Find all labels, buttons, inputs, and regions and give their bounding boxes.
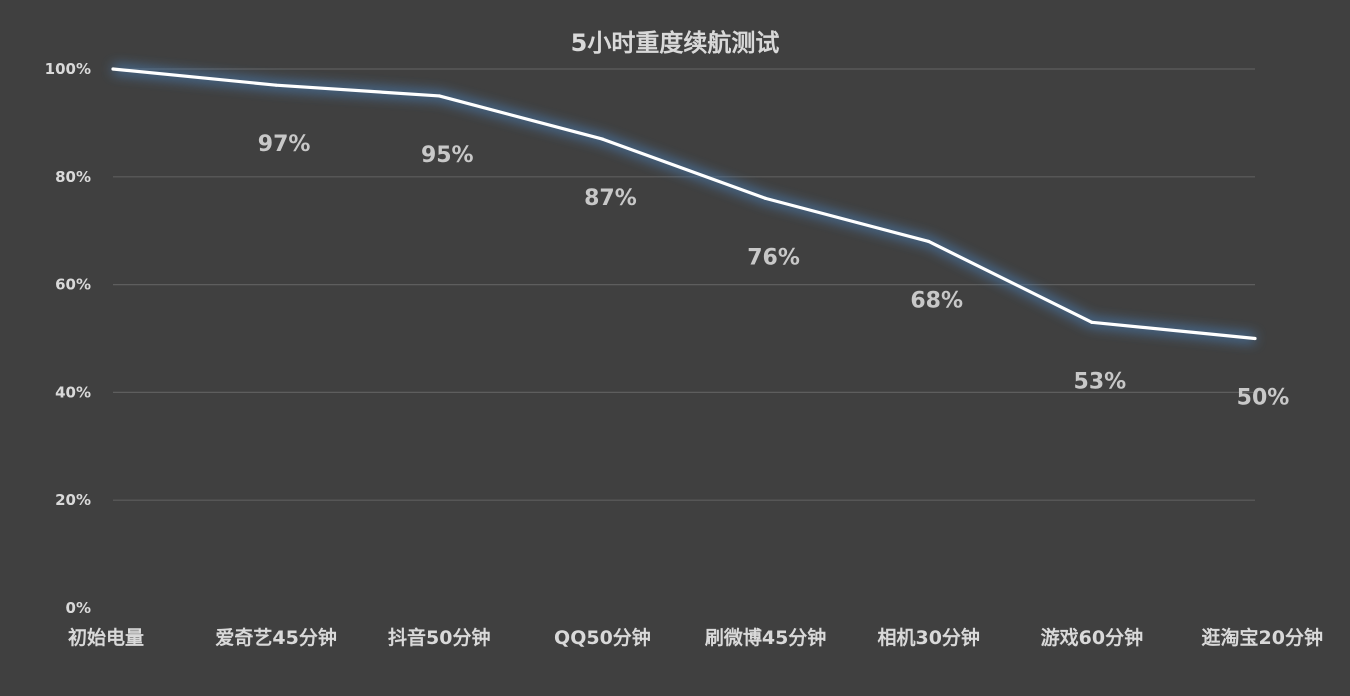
- gridlines: [113, 68, 1255, 501]
- y-axis-ticks: 0% 20% 40% 60% 80% 100%: [45, 60, 91, 617]
- data-point: [437, 94, 441, 98]
- data-label: 87%: [584, 186, 637, 211]
- x-axis-ticks: 初始电量 爱奇艺45分钟 抖音50分钟 QQ50分钟 刷微博45分钟 相机30分钟 游戏60…: [68, 626, 1323, 649]
- data-labels: 97% 95% 87% 76% 68% 53% 50%: [258, 132, 1290, 410]
- data-label: 76%: [747, 245, 800, 270]
- data-point: [763, 196, 768, 200]
- y-tick-label: 60%: [55, 276, 91, 294]
- x-tick-label: 刷微博45分钟: [705, 626, 826, 649]
- data-point: [927, 239, 931, 244]
- data-label: 50%: [1237, 386, 1290, 411]
- data-point: [111, 67, 115, 71]
- series-line-glow: [112, 64, 1256, 343]
- y-tick-label: 0%: [66, 599, 91, 617]
- data-label: 95%: [421, 143, 474, 168]
- series-layer: [111, 64, 1257, 343]
- data-label: 53%: [1074, 369, 1127, 394]
- y-tick-label: 40%: [55, 383, 91, 401]
- data-point: [600, 137, 605, 141]
- x-tick-label: 初始电量: [68, 626, 144, 649]
- data-point: [274, 83, 278, 87]
- chart-title: 5小时重度续航测试: [571, 29, 780, 57]
- x-tick-label: QQ50分钟: [554, 626, 651, 649]
- x-tick-label: 相机30分钟: [877, 626, 979, 649]
- data-label: 68%: [910, 288, 963, 313]
- x-tick-label: 逛淘宝20分钟: [1202, 626, 1323, 649]
- series-line: [112, 67, 1256, 341]
- y-tick-label: 20%: [55, 491, 91, 509]
- x-tick-label: 游戏60分钟: [1041, 626, 1143, 649]
- y-tick-label: 100%: [45, 60, 91, 78]
- data-point: [1090, 320, 1094, 324]
- x-tick-label: 抖音50分钟: [388, 626, 490, 649]
- y-tick-label: 80%: [55, 168, 91, 186]
- data-label: 97%: [258, 132, 311, 157]
- x-tick-label: 爱奇艺45分钟: [215, 626, 336, 649]
- data-point: [1253, 336, 1257, 341]
